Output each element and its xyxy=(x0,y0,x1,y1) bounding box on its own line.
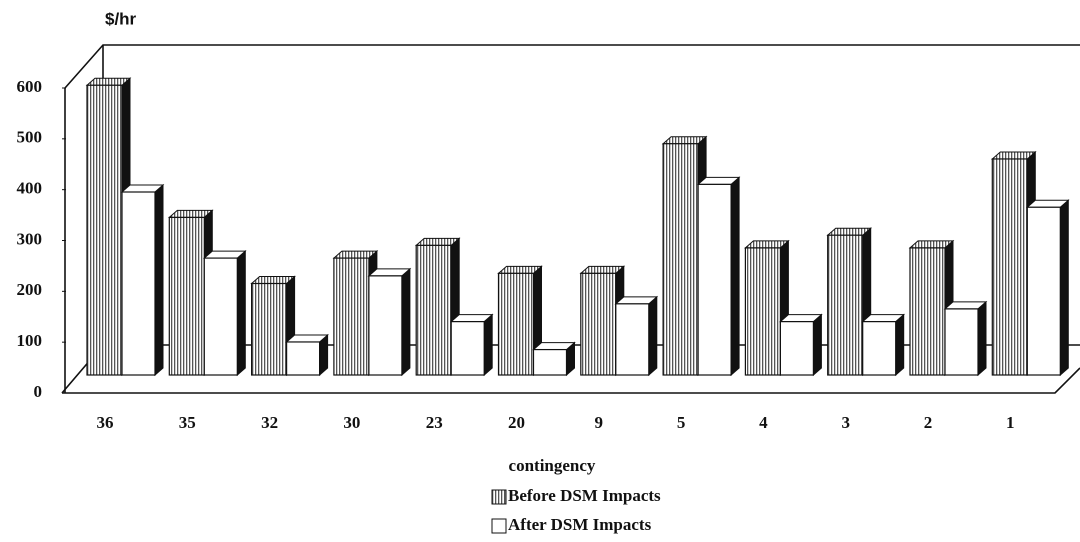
bar xyxy=(497,272,535,376)
x-tick-label: 1 xyxy=(1006,413,1015,432)
bar-side xyxy=(648,295,658,377)
bar-top xyxy=(167,209,214,218)
bar-side xyxy=(812,313,822,377)
bar-side xyxy=(730,176,740,377)
legend-swatch xyxy=(491,489,507,505)
bar-top xyxy=(250,276,296,284)
bar-side xyxy=(236,249,246,377)
y-tick-label: 100 xyxy=(17,331,43,350)
x-tick-label: 32 xyxy=(261,413,278,432)
bar-top xyxy=(861,314,906,323)
x-tick-label: 35 xyxy=(179,413,196,432)
bar xyxy=(532,348,568,376)
bar-side xyxy=(483,313,493,377)
bar xyxy=(121,191,156,376)
bar-top xyxy=(332,250,379,259)
bar xyxy=(450,321,485,376)
bar-top xyxy=(696,176,741,185)
bar xyxy=(909,247,946,376)
bar-top xyxy=(779,314,823,323)
bar-side xyxy=(401,267,411,377)
bar-top xyxy=(826,227,873,236)
bar xyxy=(168,216,205,376)
x-tick-label: 5 xyxy=(677,413,686,432)
bar-top xyxy=(614,296,659,305)
x-tick-label: 23 xyxy=(426,413,443,432)
bar-top xyxy=(202,250,247,259)
bar xyxy=(991,158,1028,376)
bar xyxy=(580,272,617,376)
bar-side xyxy=(977,300,987,377)
bar xyxy=(415,244,452,376)
y-tick-label: 400 xyxy=(17,179,43,198)
x-tick-label: 3 xyxy=(841,413,850,432)
bar-top xyxy=(532,342,576,351)
bar-side xyxy=(895,313,905,377)
y-tick-label: 0 xyxy=(34,382,43,401)
y-tick-label: 200 xyxy=(17,280,43,299)
x-tick-label: 20 xyxy=(508,413,525,432)
bar-top xyxy=(661,136,708,145)
bar xyxy=(333,257,370,376)
bar-top xyxy=(367,268,412,277)
legend-swatch xyxy=(491,518,507,534)
bar xyxy=(779,321,815,376)
bar xyxy=(615,303,650,376)
bar-top xyxy=(85,77,132,86)
bar-top xyxy=(908,240,955,249)
bar xyxy=(827,234,864,376)
bar xyxy=(203,257,238,376)
bar xyxy=(862,321,897,376)
bar-top xyxy=(943,301,988,310)
bar-top xyxy=(990,151,1037,160)
legend-label: After DSM Impacts xyxy=(508,515,652,534)
floor-front xyxy=(62,367,1080,394)
x-tick-label: 36 xyxy=(97,413,114,432)
bar xyxy=(1026,206,1061,376)
bar xyxy=(368,275,403,376)
bar-side xyxy=(1059,199,1069,377)
y-tick-label: 300 xyxy=(17,229,43,248)
bar xyxy=(286,341,321,376)
legend-label: Before DSM Impacts xyxy=(508,486,661,505)
back-wall-top xyxy=(64,44,1080,89)
bar-top xyxy=(579,265,626,274)
y-tick-label: 500 xyxy=(17,128,43,147)
x-tick-label: 30 xyxy=(343,413,360,432)
bar-top xyxy=(120,184,165,193)
bar-top xyxy=(449,314,494,323)
bar xyxy=(662,143,699,376)
bar xyxy=(944,308,979,376)
bar-top xyxy=(497,265,543,274)
bar xyxy=(86,84,123,376)
y-tick-label: 600 xyxy=(17,77,43,96)
bar-top xyxy=(285,334,329,343)
x-tick-label: 9 xyxy=(595,413,604,432)
x-tick-label: 4 xyxy=(759,413,768,432)
bar-top xyxy=(1025,199,1070,208)
bar-top xyxy=(744,240,790,249)
x-tick-label: 2 xyxy=(924,413,933,432)
bar-side xyxy=(154,183,164,377)
bar xyxy=(697,183,732,376)
x-axis-label: contingency xyxy=(509,456,596,475)
axis-unit-title: $/hr xyxy=(105,9,137,28)
bar xyxy=(251,282,288,376)
bar xyxy=(744,247,782,376)
bar-top xyxy=(414,237,461,246)
